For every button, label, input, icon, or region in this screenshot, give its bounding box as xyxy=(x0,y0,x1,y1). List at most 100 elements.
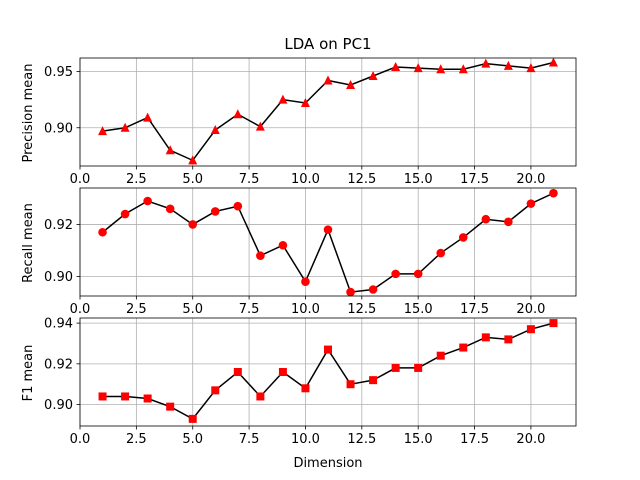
recall-x-tick-label: 7.5 xyxy=(239,302,260,317)
recall-data-point xyxy=(188,220,198,229)
recall-y-axis-label: Recall mean xyxy=(21,203,36,283)
recall-data-point xyxy=(120,209,130,219)
precision-data-point xyxy=(210,125,220,134)
precision-data-point xyxy=(391,62,401,71)
f1-data-point xyxy=(346,380,355,389)
precision-x-tick-label: 12.5 xyxy=(347,172,376,187)
recall-data-point xyxy=(98,227,107,237)
precision-data-point xyxy=(165,145,175,155)
f1-data-point xyxy=(504,335,513,344)
precision-data-point xyxy=(481,58,491,68)
precision-x-tick-label: 20.0 xyxy=(516,172,545,187)
precision-data-point xyxy=(413,63,423,73)
f1-data-point xyxy=(98,392,107,401)
precision-data-point xyxy=(548,57,558,67)
precision-data-point xyxy=(143,112,153,122)
f1-data-point xyxy=(233,368,242,376)
recall-x-tick-label: 20.0 xyxy=(516,302,545,317)
precision-axes-frame xyxy=(79,57,577,167)
precision-y-tick-label: 0.95 xyxy=(44,65,73,80)
f1-data-point xyxy=(481,333,490,342)
f1-data-point xyxy=(143,394,152,403)
f1-x-tick-label: 20.0 xyxy=(516,432,545,447)
f1-data-point xyxy=(526,325,535,334)
recall-data-point xyxy=(323,225,333,234)
precision-x-tick-label: 0.0 xyxy=(70,172,91,187)
recall-data-point xyxy=(391,269,400,279)
recall-data-point xyxy=(143,196,152,206)
recall-data-point xyxy=(346,287,355,297)
f1-y-tick-label: 0.90 xyxy=(44,398,73,413)
precision-data-point xyxy=(120,122,130,132)
recall-data-point xyxy=(458,233,468,242)
f1-x-tick-label: 0.0 xyxy=(70,432,91,447)
recall-subplot: 0.0 2.5 5.0 7.5 10.0 12.5 15.0 17.5 20.0 0.90 0.92 xyxy=(44,187,577,317)
precision-data-point xyxy=(323,75,333,85)
precision-data-point xyxy=(346,80,356,89)
f1-data-point xyxy=(211,386,220,395)
recall-y-tick-label: 0.92 xyxy=(44,218,73,233)
recall-data-point xyxy=(256,251,265,260)
recall-axes-frame xyxy=(79,187,577,297)
precision-data-point xyxy=(300,98,310,107)
f1-x-tick-label: 12.5 xyxy=(347,432,376,447)
f1-axes-frame xyxy=(79,317,577,427)
f1-data-point xyxy=(301,384,310,393)
recall-data-point xyxy=(301,277,310,286)
precision-y-axis-label: Precision mean xyxy=(21,63,36,162)
precision-data-point xyxy=(233,109,243,119)
recall-x-tick-label: 0.0 xyxy=(70,302,91,317)
f1-data-point xyxy=(256,392,265,401)
f1-x-tick-label: 10.0 xyxy=(291,432,320,447)
precision-x-tick-label: 2.5 xyxy=(126,172,147,187)
precision-x-tick-label: 7.5 xyxy=(239,172,260,187)
f1-x-tick-label: 2.5 xyxy=(126,432,147,447)
precision-data-point xyxy=(188,155,198,165)
precision-data-point xyxy=(436,64,446,74)
recall-data-point xyxy=(436,248,446,258)
recall-x-tick-label: 17.5 xyxy=(460,302,489,317)
recall-y-tick-label: 0.90 xyxy=(44,270,73,285)
f1-data-point xyxy=(278,368,287,376)
precision-subplot: 0.0 2.5 5.0 7.5 10.0 12.5 15.0 17.5 20.0 0.90 0.95 xyxy=(44,57,577,187)
precision-data-point xyxy=(458,64,468,74)
recall-x-tick-label: 10.0 xyxy=(291,302,320,317)
recall-x-tick-label: 12.5 xyxy=(347,302,376,317)
recall-data-point xyxy=(233,201,243,211)
recall-data-point xyxy=(526,199,536,208)
recall-data-point xyxy=(504,217,513,227)
precision-x-tick-label: 10.0 xyxy=(291,172,320,187)
precision-x-tick-label: 5.0 xyxy=(182,172,203,187)
f1-y-axis-label: F1 mean xyxy=(21,345,36,402)
x-axis-label: Dimension xyxy=(293,456,362,471)
f1-x-tick-label: 7.5 xyxy=(239,432,260,447)
recall-data-point xyxy=(278,240,288,250)
recall-data-point xyxy=(549,188,558,198)
recall-x-tick-label: 5.0 xyxy=(182,302,203,317)
f1-x-tick-label: 17.5 xyxy=(460,432,489,447)
f1-data-point xyxy=(166,402,175,411)
f1-data-point xyxy=(121,392,130,401)
f1-data-point xyxy=(369,376,378,385)
precision-x-tick-label: 17.5 xyxy=(460,172,489,187)
recall-x-tick-label: 15.0 xyxy=(404,302,433,317)
f1-x-tick-label: 15.0 xyxy=(404,432,433,447)
f1-y-tick-label: 0.94 xyxy=(44,317,73,332)
f1-data-point xyxy=(324,345,332,354)
precision-x-tick-label: 15.0 xyxy=(404,172,433,187)
f1-y-tick-label: 0.92 xyxy=(44,357,73,372)
recall-data-point xyxy=(368,285,378,294)
f1-data-point xyxy=(188,414,197,423)
recall-x-tick-label: 2.5 xyxy=(126,302,147,317)
f1-data-point xyxy=(414,363,423,372)
precision-data-point xyxy=(503,60,513,70)
f1-x-tick-label: 5.0 xyxy=(182,432,203,447)
f1-subplot: 0.0 2.5 5.0 7.5 10.0 12.5 15.0 17.5 20.0 0.90 0.92… xyxy=(44,317,577,447)
precision-data-point xyxy=(255,121,265,131)
f1-data-point xyxy=(391,363,400,372)
chart-title: LDA on PC1 xyxy=(284,35,371,53)
precision-data-point xyxy=(278,94,288,104)
precision-data-point xyxy=(526,63,536,73)
f1-data-point xyxy=(549,319,558,328)
